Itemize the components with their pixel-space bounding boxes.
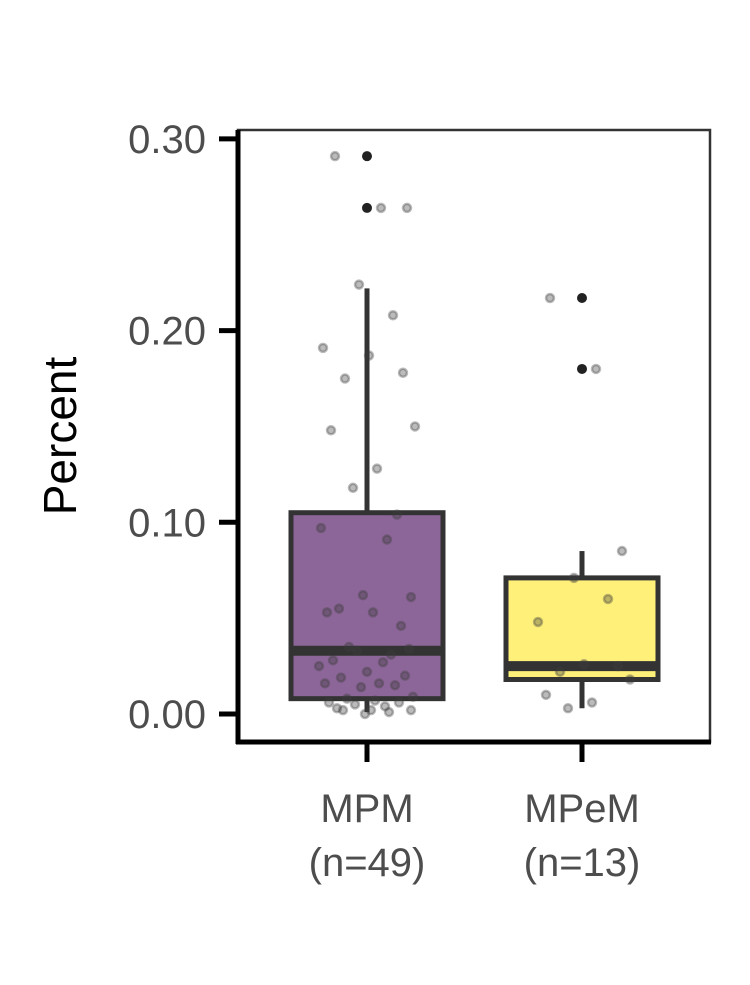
data-point (405, 591, 417, 603)
x-tick-label-count: (n=49) (309, 841, 426, 885)
data-point (357, 589, 369, 601)
outlier-point (577, 363, 587, 374)
y-tick-label: 0.30 (128, 118, 206, 162)
data-point (355, 681, 367, 693)
data-point (321, 607, 333, 618)
y-ticks-layer: 0.00 0.10 0.20 0.30 (128, 118, 238, 737)
data-point (363, 350, 375, 361)
x-ticks-layer: MPM (n=49) MPeM (n=13) (309, 742, 641, 885)
data-point (335, 672, 347, 683)
data-point (590, 363, 602, 375)
data-point (407, 691, 419, 702)
data-point (399, 670, 411, 681)
y-axis-title: Percent (34, 357, 86, 516)
data-point (397, 367, 409, 379)
data-point (403, 643, 415, 655)
data-point (365, 704, 377, 716)
data-point (562, 702, 574, 714)
data-point (568, 572, 580, 584)
data-point (540, 689, 552, 701)
data-point (339, 373, 351, 384)
y-tick-label: 0.20 (128, 310, 206, 354)
data-point (347, 482, 359, 494)
data-point (383, 706, 395, 718)
x-tick-label: MPeM (524, 787, 640, 831)
data-point (315, 522, 327, 534)
groups-layer (288, 150, 661, 720)
data-point (371, 463, 383, 474)
y-tick-label: 0.10 (128, 501, 206, 545)
outlier-point (362, 202, 372, 213)
data-point (532, 616, 544, 628)
data-point (385, 649, 397, 660)
x-tick-label: MPM (320, 787, 413, 831)
data-point (578, 658, 590, 670)
data-point (405, 704, 417, 716)
box-group (503, 292, 661, 714)
data-point (373, 678, 385, 689)
data-point (387, 310, 399, 321)
data-point (393, 697, 405, 708)
data-point (389, 679, 401, 691)
data-point (554, 666, 566, 678)
data-point (337, 704, 349, 716)
data-point (624, 674, 636, 685)
data-point (409, 421, 421, 432)
data-point (327, 655, 339, 666)
data-point (351, 645, 363, 656)
box-group (288, 150, 446, 720)
data-point (401, 202, 413, 214)
outlier-point (577, 293, 587, 304)
y-tick-label: 0.00 (128, 693, 206, 737)
data-point (612, 660, 624, 672)
box-body (288, 510, 446, 702)
data-point (586, 697, 598, 708)
data-point (313, 660, 325, 672)
data-point (379, 701, 391, 712)
outlier-point (362, 151, 372, 162)
data-point (395, 620, 407, 632)
data-point (375, 202, 387, 214)
data-point (349, 699, 361, 710)
data-point (616, 545, 628, 557)
data-point (319, 678, 331, 689)
data-point (359, 708, 371, 720)
data-point (381, 534, 393, 545)
data-point (361, 666, 373, 678)
data-point (377, 656, 389, 668)
data-point (353, 279, 365, 290)
data-point (391, 509, 403, 520)
data-point (341, 693, 353, 704)
x-tick-label-count: (n=13) (524, 841, 641, 885)
data-point (367, 607, 379, 618)
data-point (602, 593, 614, 605)
data-point (333, 603, 345, 614)
data-point (544, 292, 556, 304)
data-point (331, 702, 343, 714)
data-point (323, 697, 335, 708)
data-point (369, 695, 381, 706)
data-point (325, 425, 337, 436)
data-point (329, 150, 341, 162)
data-point (317, 342, 329, 354)
data-point (343, 641, 355, 653)
